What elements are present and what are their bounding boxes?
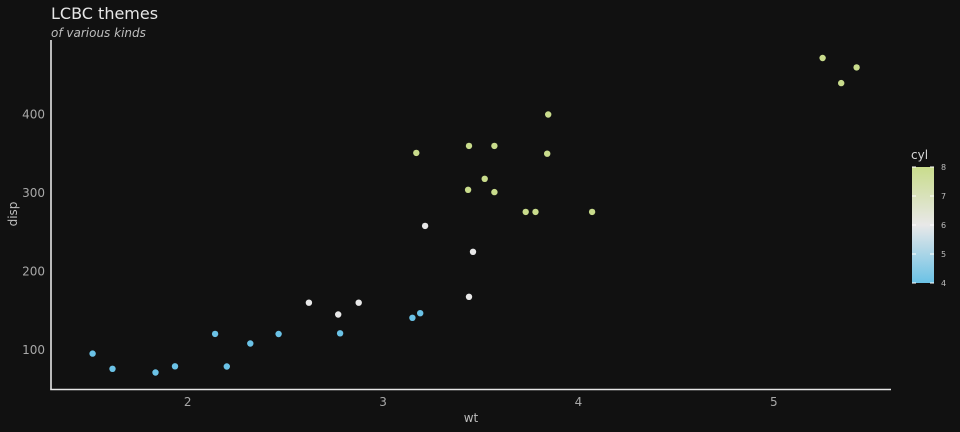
data-point <box>335 311 342 318</box>
x-tick-label: 4 <box>575 395 583 409</box>
color-legend: cyl 4 5 6 7 8 <box>911 148 946 288</box>
data-point <box>355 299 362 306</box>
legend-tick-label: 7 <box>941 192 946 201</box>
data-point <box>853 64 860 71</box>
legend-title: cyl <box>911 148 928 162</box>
data-point <box>469 248 477 255</box>
data-point <box>247 340 254 347</box>
y-axis-label: disp <box>6 202 20 227</box>
x-axis-label: wt <box>464 411 479 425</box>
data-point <box>464 186 472 193</box>
chart-subtitle: of various kinds <box>51 26 146 40</box>
data-point <box>522 208 529 216</box>
x-tick-label: 3 <box>379 395 387 409</box>
data-point <box>481 175 488 182</box>
y-tick-label: 400 <box>22 108 45 122</box>
data-point <box>89 350 96 357</box>
data-point <box>275 330 282 338</box>
y-axis-ticks: 100 200 300 400 <box>22 108 45 357</box>
points-layer <box>89 54 860 376</box>
data-point <box>421 222 429 230</box>
data-point <box>465 293 473 300</box>
legend-tick-label: 8 <box>941 163 946 172</box>
legend-tick-label: 6 <box>941 221 946 230</box>
data-point <box>465 142 473 150</box>
data-point <box>588 208 596 216</box>
y-tick-label: 300 <box>22 186 45 200</box>
data-point <box>819 54 826 62</box>
y-tick-label: 200 <box>22 264 45 278</box>
data-point <box>223 363 230 370</box>
data-point <box>417 310 424 317</box>
legend-ticks: 4 5 6 7 8 <box>912 163 946 288</box>
data-point <box>336 330 344 337</box>
data-point <box>491 142 498 150</box>
legend-colorbar <box>912 167 934 283</box>
data-point <box>532 208 539 216</box>
data-point <box>109 365 116 372</box>
data-point <box>409 314 416 321</box>
x-tick-label: 5 <box>770 395 778 409</box>
chart-title: LCBC themes <box>51 4 158 23</box>
data-point <box>413 149 420 157</box>
data-point <box>211 330 219 338</box>
data-point <box>152 369 159 376</box>
legend-tick-label: 4 <box>941 279 946 288</box>
data-point <box>838 79 845 87</box>
data-point <box>544 150 551 157</box>
data-point <box>491 188 498 196</box>
x-axis-ticks: 2 3 4 5 <box>184 395 778 409</box>
y-tick-label: 100 <box>22 343 45 357</box>
data-point <box>545 111 552 118</box>
legend-tick-label: 5 <box>941 250 946 259</box>
data-point <box>305 299 313 306</box>
data-point <box>171 363 179 370</box>
x-tick-label: 2 <box>184 395 192 409</box>
